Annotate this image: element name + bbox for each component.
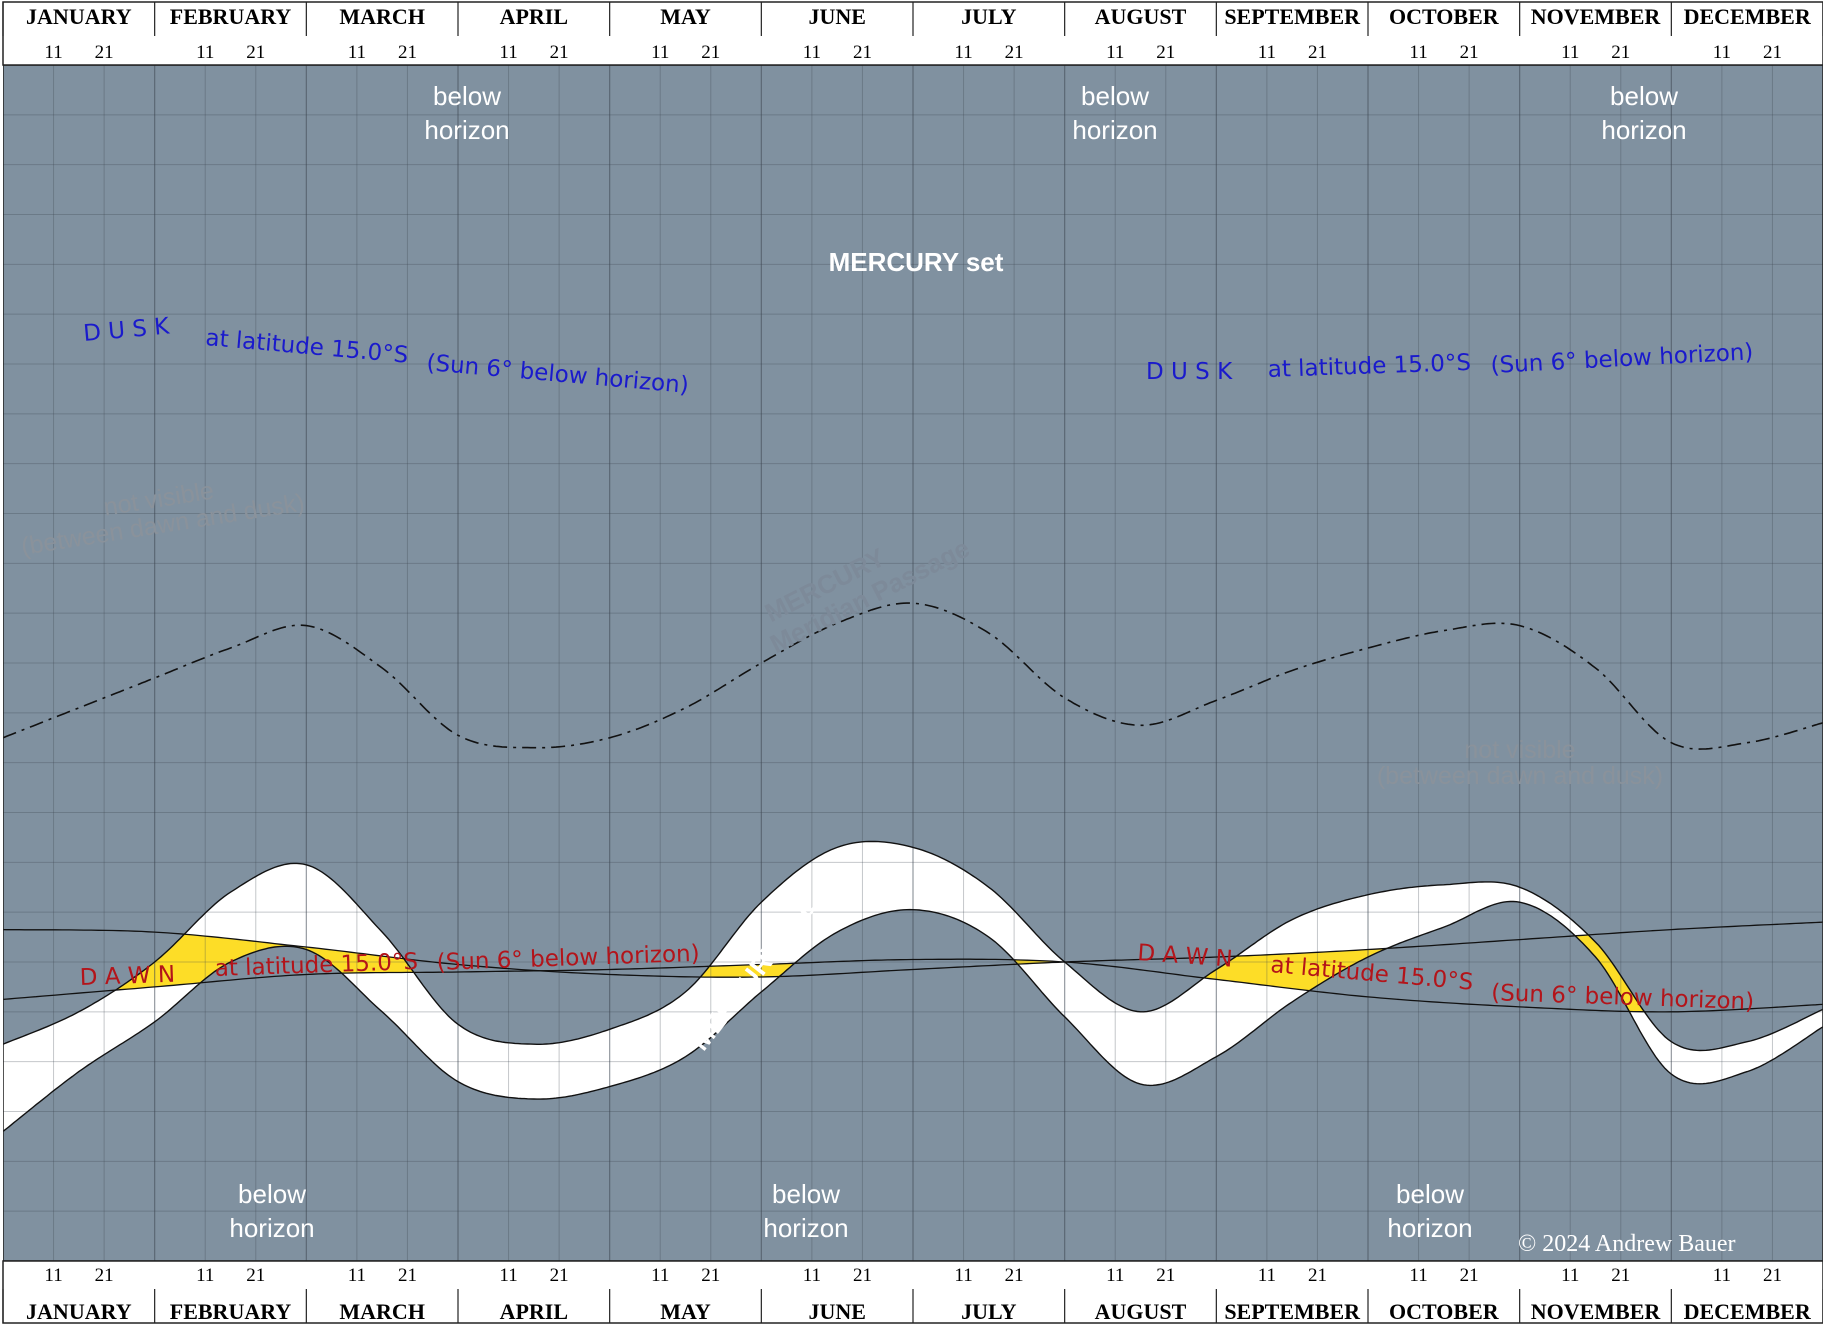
header-month-label: JUNE <box>808 4 865 29</box>
header-day-tick-label: 11 <box>348 42 366 63</box>
footer-day-tick-label: 11 <box>44 1265 62 1286</box>
footer-day-tick-label: 11 <box>1409 1265 1427 1286</box>
footer-month-label: NOVEMBER <box>1531 1299 1662 1324</box>
header-month-label: FEBRUARY <box>170 4 292 29</box>
below-horizon-label: below <box>772 1179 840 1209</box>
footer-day-tick-label: 11 <box>1561 1265 1579 1286</box>
footer-day-tick-label: 21 <box>1611 1265 1630 1286</box>
header-day-tick-label: 21 <box>1611 42 1630 63</box>
footer-month-label: MARCH <box>339 1299 425 1324</box>
meridian-passage-curve <box>3 602 1823 750</box>
header-day-tick-label: 11 <box>499 42 517 63</box>
header-month-label: SEPTEMBER <box>1224 4 1361 29</box>
header-day-tick-label: 11 <box>1713 42 1731 63</box>
footer-month-label: AUGUST <box>1095 1299 1187 1324</box>
footer-day-tick-label: 21 <box>701 1265 720 1286</box>
footer-day-tick-label: 21 <box>398 1265 417 1286</box>
mercury-rise-curve <box>3 840 1823 1052</box>
below-horizon-label: horizon <box>229 1213 314 1243</box>
header-month-label: JANUARY <box>26 4 132 29</box>
dawn-word-label: D A W N <box>79 962 175 991</box>
header-day-tick-label: 21 <box>550 42 569 63</box>
header-day-tick-label: 21 <box>1005 42 1024 63</box>
footer-day-tick-label: 11 <box>348 1265 366 1286</box>
mercury-set-curve <box>3 900 1823 1132</box>
header-day-tick-label: 11 <box>651 42 669 63</box>
below-horizon-label: horizon <box>763 1213 848 1243</box>
header-day-tick-label: 21 <box>1308 42 1327 63</box>
footer-day-tick-label: 21 <box>1308 1265 1327 1286</box>
header-month-label: JULY <box>961 4 1017 29</box>
header-day-tick-label: 21 <box>853 42 872 63</box>
below-horizon-label: horizon <box>1601 115 1686 145</box>
footer-day-tick-label: 21 <box>1763 1265 1782 1286</box>
copyright-label: © 2024 Andrew Bauer <box>1518 1231 1736 1257</box>
header-day-tick-label: 11 <box>1258 42 1276 63</box>
footer-month-label: MAY <box>660 1299 711 1324</box>
footer-day-tick-label: 11 <box>651 1265 669 1286</box>
header-day-tick-label: 21 <box>95 42 114 63</box>
header-day-tick-label: 21 <box>246 42 265 63</box>
footer-day-tick-label: 21 <box>246 1265 265 1286</box>
footer-month-label: JANUARY <box>26 1299 132 1324</box>
header-day-tick-label: 11 <box>954 42 972 63</box>
below-horizon-label: horizon <box>1387 1213 1472 1243</box>
dusk-curve <box>3 921 1823 978</box>
footer-day-tick-label: 11 <box>499 1265 517 1286</box>
header-month-label: APRIL <box>500 4 568 29</box>
header-month-label: MARCH <box>339 4 425 29</box>
footer-day-tick-label: 21 <box>853 1265 872 1286</box>
header-day-tick-label: 11 <box>1409 42 1427 63</box>
footer-day-tick-label: 11 <box>1713 1265 1731 1286</box>
below-horizon-label: below <box>1081 81 1149 111</box>
not-visible-label: (between dawn and dusk) <box>1377 762 1663 790</box>
below-horizon-label: below <box>1396 1179 1464 1209</box>
below-horizon-label: below <box>238 1179 306 1209</box>
header-day-tick-label: 11 <box>44 42 62 63</box>
footer-month-label: APRIL <box>500 1299 568 1324</box>
header-day-tick-label: 21 <box>1763 42 1782 63</box>
footer-day-tick-label: 21 <box>95 1265 114 1286</box>
footer-month-label: FEBRUARY <box>170 1299 292 1324</box>
footer-day-tick-label: 11 <box>954 1265 972 1286</box>
header-day-tick-label: 21 <box>398 42 417 63</box>
header-month-label: DECEMBER <box>1684 4 1812 29</box>
footer-day-tick-label: 21 <box>1005 1265 1024 1286</box>
footer-month-label: OCTOBER <box>1389 1299 1500 1324</box>
below-horizon-label: below <box>1610 81 1678 111</box>
header-day-tick-label: 11 <box>196 42 214 63</box>
footer-month-label: DECEMBER <box>1684 1299 1812 1324</box>
below-horizon-label: horizon <box>1072 115 1157 145</box>
header-month-label: AUGUST <box>1095 4 1187 29</box>
footer-month-label: SEPTEMBER <box>1224 1299 1361 1324</box>
footer-day-tick-label: 21 <box>1156 1265 1175 1286</box>
below-horizon-label: horizon <box>424 115 509 145</box>
mercury-set-label: MERCURY set <box>829 247 1004 277</box>
footer-day-tick-label: 21 <box>550 1265 569 1286</box>
below-horizon-label: below <box>433 81 501 111</box>
header-day-tick-label: 11 <box>1561 42 1579 63</box>
header-month-label: NOVEMBER <box>1531 4 1662 29</box>
footer-day-tick-label: 11 <box>803 1265 821 1286</box>
not-visible-label: not visible <box>1464 736 1575 764</box>
footer-day-tick-label: 11 <box>1258 1265 1276 1286</box>
header-day-tick-label: 21 <box>1460 42 1479 63</box>
grid <box>3 65 1823 1261</box>
footer-day-tick-label: 11 <box>1106 1265 1124 1286</box>
footer-month-label: JULY <box>961 1299 1017 1324</box>
dusk-word-label: D U S K <box>1146 359 1233 385</box>
footer-day-tick-label: 21 <box>1460 1265 1479 1286</box>
header-month-label: OCTOBER <box>1389 4 1500 29</box>
footer-day-tick-label: 11 <box>196 1265 214 1286</box>
header-day-tick-label: 21 <box>701 42 720 63</box>
header-day-tick-label: 11 <box>803 42 821 63</box>
dawn-curve <box>3 958 1823 1013</box>
header-month-label: MAY <box>660 4 711 29</box>
header-day-tick-label: 21 <box>1156 42 1175 63</box>
header-day-tick-label: 11 <box>1106 42 1124 63</box>
footer-month-label: JUNE <box>808 1299 865 1324</box>
